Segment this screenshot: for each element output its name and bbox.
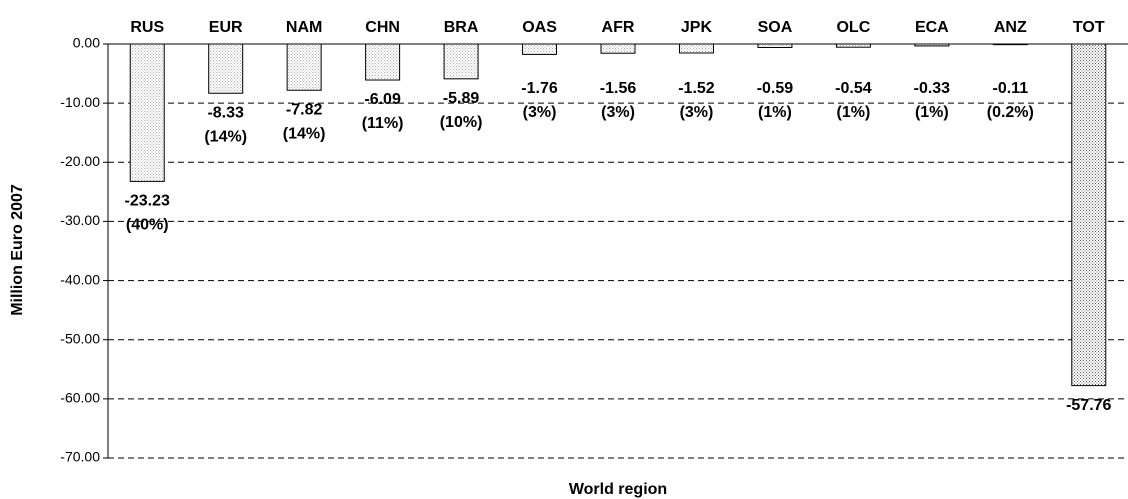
data-label: -1.52 bbox=[678, 80, 715, 97]
y-axis-label: Million Euro 2007 bbox=[9, 184, 26, 316]
share-label: (3%) bbox=[680, 104, 714, 121]
bar bbox=[129, 43, 165, 182]
share-label: (14%) bbox=[283, 125, 326, 142]
share-label: (14%) bbox=[204, 128, 247, 145]
x-tick-label: BRA bbox=[444, 19, 479, 36]
share-label: (1%) bbox=[836, 104, 870, 121]
x-tick-label: JPK bbox=[681, 19, 713, 36]
bar bbox=[757, 43, 793, 48]
share-label: (3%) bbox=[523, 104, 557, 121]
data-label: -0.59 bbox=[757, 80, 794, 97]
data-label: -7.82 bbox=[286, 101, 323, 118]
y-tick-label: -10.00 bbox=[60, 94, 100, 110]
bar bbox=[992, 43, 1028, 46]
x-tick-label: EUR bbox=[209, 19, 243, 36]
x-tick-label: CHN bbox=[365, 19, 400, 36]
y-tick-label: -40.00 bbox=[60, 271, 100, 287]
x-tick-label: AFR bbox=[602, 19, 635, 36]
bar bbox=[522, 43, 558, 55]
bar bbox=[208, 43, 244, 94]
bar bbox=[835, 43, 871, 48]
bar bbox=[365, 43, 401, 81]
x-tick-label: SOA bbox=[758, 19, 793, 36]
data-label: -0.11 bbox=[993, 80, 1029, 97]
y-tick-label: -70.00 bbox=[60, 449, 100, 465]
x-tick-label: ECA bbox=[915, 19, 949, 36]
x-tick-label: NAM bbox=[286, 19, 322, 36]
y-tick-label: -60.00 bbox=[60, 390, 100, 406]
x-tick-label: RUS bbox=[130, 19, 164, 36]
data-label: -0.54 bbox=[835, 80, 872, 97]
bar bbox=[914, 43, 950, 47]
y-tick-label: -50.00 bbox=[60, 330, 100, 346]
share-label: (40%) bbox=[126, 217, 169, 234]
data-label: -1.56 bbox=[600, 80, 637, 97]
share-label: (1%) bbox=[758, 104, 792, 121]
bar bbox=[600, 43, 636, 54]
y-tick-label: -20.00 bbox=[60, 153, 100, 169]
data-label: -23.23 bbox=[125, 193, 170, 210]
data-label: -57.76 bbox=[1066, 397, 1111, 414]
share-label: (10%) bbox=[440, 114, 483, 131]
x-axis-label: World region bbox=[569, 481, 667, 498]
x-tick-label: ANZ bbox=[994, 19, 1027, 36]
data-label: -8.33 bbox=[207, 104, 244, 121]
bar bbox=[286, 43, 322, 91]
bar bbox=[1071, 43, 1107, 387]
share-label: (0.2%) bbox=[987, 104, 1034, 121]
share-label: (3%) bbox=[601, 104, 635, 121]
data-label: -1.76 bbox=[521, 80, 558, 97]
share-label: (1%) bbox=[915, 104, 949, 121]
bar bbox=[443, 43, 479, 80]
x-tick-label: TOT bbox=[1073, 19, 1105, 36]
y-tick-label: -30.00 bbox=[60, 212, 100, 228]
data-label: -5.89 bbox=[443, 90, 480, 107]
x-tick-label: OLC bbox=[836, 19, 870, 36]
y-tick-label: 0.00 bbox=[73, 35, 100, 51]
bar bbox=[678, 43, 714, 54]
x-tick-label: OAS bbox=[522, 19, 557, 36]
data-label: -0.33 bbox=[914, 80, 951, 97]
share-label: (11%) bbox=[362, 115, 404, 132]
data-label: -6.09 bbox=[364, 91, 401, 108]
